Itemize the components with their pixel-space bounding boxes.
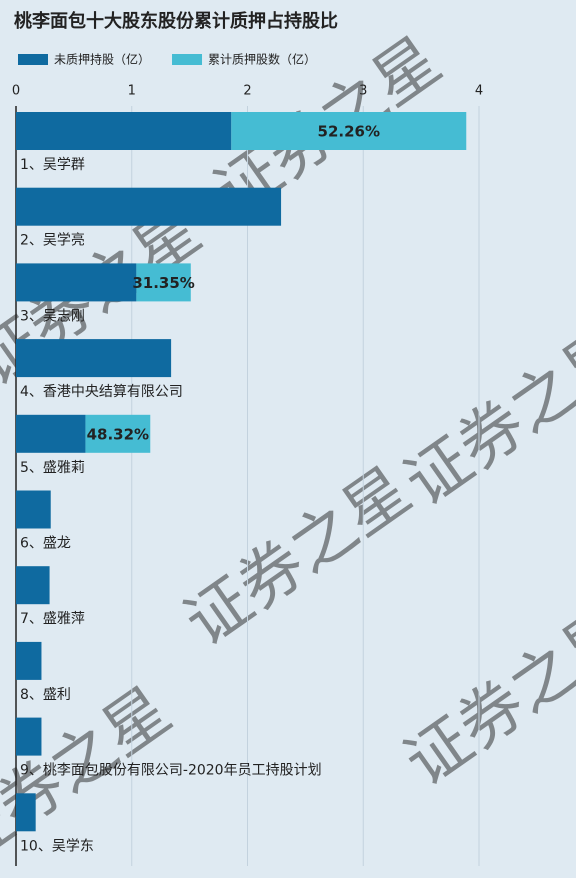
x-tick-label: 0 <box>12 84 20 99</box>
bar <box>16 263 137 302</box>
x-tick-label: 1 <box>128 84 136 99</box>
bar <box>16 490 51 529</box>
category-label: 6、盛龙 <box>20 536 71 552</box>
category-label: 10、吴学东 <box>20 838 94 854</box>
chart-title: 桃李面包十大股东股份累计质押占持股比 <box>14 10 338 32</box>
category-label: 2、吴学亮 <box>20 232 85 249</box>
category-label: 3、吴志刚 <box>20 308 85 324</box>
legend-label: 累计质押股数（亿） <box>208 52 316 67</box>
x-tick-label: 3 <box>359 84 367 99</box>
bar <box>16 717 42 756</box>
bar <box>231 112 467 150</box>
data-label: 48.32% <box>87 425 149 443</box>
category-label: 9、桃李面包股份有限公司-2020年员工持股计划 <box>20 763 322 779</box>
bar <box>16 641 42 680</box>
bar <box>85 414 151 453</box>
legend-swatch <box>18 54 48 65</box>
legend-swatch <box>172 54 203 65</box>
bar <box>16 414 86 453</box>
bar <box>16 112 232 150</box>
category-label: 4、香港中央结算有限公司 <box>20 384 183 400</box>
data-label: 52.26% <box>318 123 380 141</box>
category-label: 7、盛雅萍 <box>20 611 85 627</box>
category-label: 5、盛雅莉 <box>20 460 85 476</box>
category-label: 8、盛利 <box>20 687 71 703</box>
legend-label: 未质押持股（亿） <box>54 52 150 67</box>
category-label: 1、吴学群 <box>20 157 85 173</box>
x-tick-label: 4 <box>475 84 483 99</box>
x-tick-label: 2 <box>243 84 251 99</box>
bar <box>16 566 50 605</box>
bar <box>16 339 172 378</box>
bar <box>136 263 191 302</box>
bar <box>16 187 282 226</box>
bar <box>16 793 36 832</box>
data-label: 31.35% <box>132 274 194 292</box>
